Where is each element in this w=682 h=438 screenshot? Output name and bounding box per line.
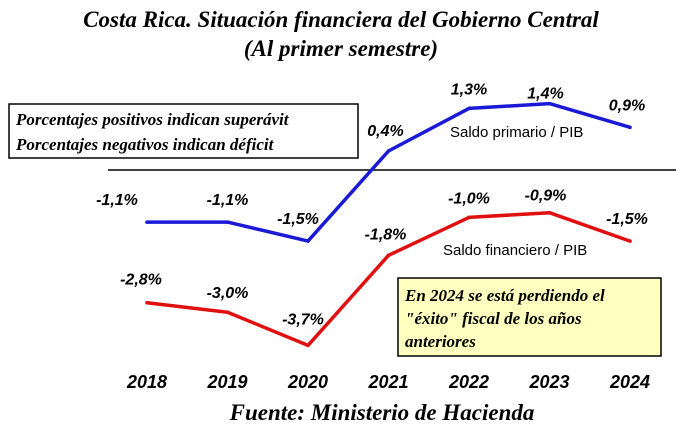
data-label-1-1: -3,0% — [207, 285, 249, 302]
data-point-0-0 — [145, 220, 149, 224]
x-tick-label: 2021 — [367, 372, 408, 392]
data-point-0-5 — [547, 101, 552, 106]
chart-subtitle: (Al primer semestre) — [244, 36, 438, 61]
source-note: Fuente: Ministerio de Hacienda — [229, 400, 535, 425]
series-layer: -1,1% -1,1% -1,5% 0,4% 1,3% 1,4% 0,9% -2,8% -3,0… — [96, 81, 648, 348]
data-point-0-1 — [225, 220, 230, 224]
data-label-0-3: 0,4% — [367, 123, 403, 140]
data-point-0-6 — [628, 125, 632, 130]
data-point-1-1 — [225, 310, 230, 315]
data-label-1-6: -1,5% — [606, 211, 648, 228]
data-label-0-6: 0,9% — [609, 97, 645, 114]
data-label-0-4: 1,3% — [451, 81, 487, 98]
x-tick-label: 2024 — [609, 372, 650, 392]
chart-title: Costa Rica. Situación financiera del Gob… — [83, 7, 599, 32]
data-label-0-5: 1,4% — [527, 86, 563, 103]
x-tick-label: 2018 — [126, 372, 167, 392]
callout-line-2: "éxito" fiscal de los años — [405, 309, 582, 328]
data-point-0-2 — [306, 239, 310, 243]
note-line-1: Porcentajes positivos indican superávit — [15, 110, 290, 129]
data-point-1-5 — [547, 210, 552, 215]
data-label-0-2: -1,5% — [277, 211, 319, 228]
note-line-2: Porcentajes negativos indican déficit — [15, 135, 275, 154]
x-axis: 2018 2019 2020 2021 2022 2023 2024 — [126, 372, 650, 392]
data-label-1-4: -1,0% — [448, 190, 490, 207]
data-point-1-0 — [145, 300, 149, 305]
note-box — [8, 103, 359, 159]
data-point-0-3 — [386, 149, 391, 153]
data-point-1-4 — [467, 215, 471, 220]
callout-box — [397, 277, 662, 357]
data-label-1-0: -2,8% — [120, 272, 162, 289]
x-tick-label: 2019 — [206, 372, 247, 392]
x-tick-label: 2022 — [448, 372, 489, 392]
data-label-1-2: -3,7% — [282, 311, 324, 328]
series-name-primario: Saldo primario / PIB — [450, 124, 583, 141]
data-label-0-0: -1,1% — [96, 192, 138, 209]
data-point-1-6 — [628, 239, 632, 243]
data-point-1-2 — [306, 343, 310, 348]
data-point-0-4 — [467, 106, 471, 111]
series-name-financiero: Saldo financiero / PIB — [443, 242, 587, 259]
data-label-0-1: -1,1% — [207, 192, 249, 209]
x-tick-label: 2020 — [287, 372, 328, 392]
data-point-1-3 — [386, 253, 391, 258]
data-label-1-5: -0,9% — [525, 188, 567, 205]
data-label-1-3: -1,8% — [365, 226, 407, 243]
callout-line-1: En 2024 se está perdiendo el — [404, 286, 605, 305]
callout-line-3: anteriores — [405, 332, 476, 351]
x-tick-label: 2023 — [528, 372, 569, 392]
